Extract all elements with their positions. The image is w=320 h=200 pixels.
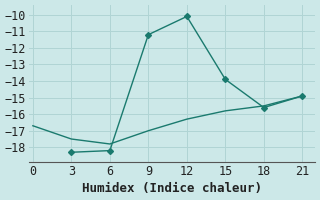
X-axis label: Humidex (Indice chaleur): Humidex (Indice chaleur)	[82, 182, 262, 195]
